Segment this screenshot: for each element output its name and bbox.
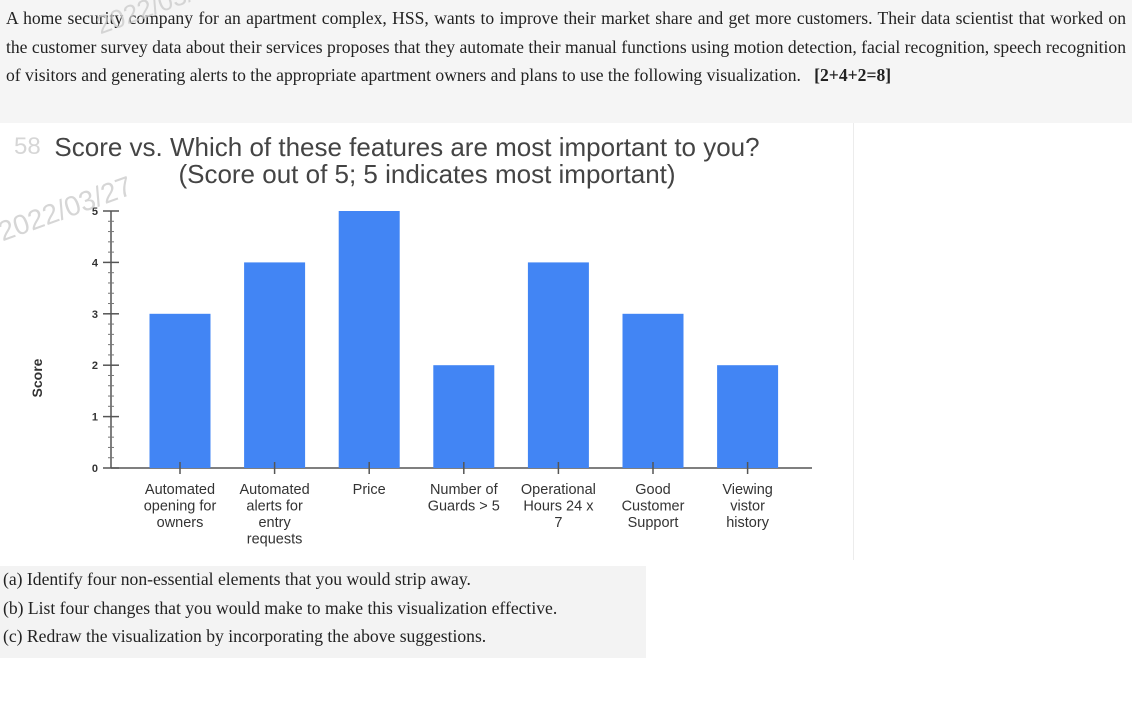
x-tick-label-line: opening for [144, 499, 217, 515]
x-tick-label-line: requests [247, 532, 303, 548]
x-tick-label-line: Good [635, 482, 670, 498]
y-tick-label: 2 [92, 360, 98, 372]
x-tick-label: Number of Guards > 5 [428, 482, 500, 515]
x-tick-label-line: Number of [430, 482, 499, 498]
x-tick-label: Good Customer Support [622, 482, 685, 531]
subquestion-b: (b) List four changes that you would mak… [3, 598, 558, 618]
y-tick-label: 5 [92, 206, 98, 218]
chart-subtitle: (Score out of 5; 5 indicates most import… [178, 159, 675, 189]
question-body: A home security company for an apartment… [6, 8, 1126, 85]
x-tick-label-line: Hours 24 x [523, 499, 594, 515]
x-tick-label-line: Operational [521, 482, 596, 498]
x-tick-label-line: 7 [554, 515, 562, 531]
bar [527, 262, 589, 468]
x-tick-label-line: alerts for [246, 499, 303, 515]
x-tick-label-line: history [726, 515, 769, 531]
y-tick-label: 3 [92, 309, 98, 321]
x-tick-label: Automated opening for owners [144, 482, 217, 531]
x-tick-label-line: vistor [730, 499, 765, 515]
x-tick-label: Automated alerts for entry requests [240, 482, 310, 548]
chart-title: Score vs. Which of these features are mo… [54, 132, 759, 162]
x-tick-label-line: Support [628, 515, 679, 531]
question-text: A home security company for an apartment… [6, 4, 1126, 90]
x-tick-label: Price [353, 482, 386, 498]
y-axis-label: Score [29, 358, 45, 397]
question-block: A home security company for an apartment… [0, 0, 1132, 123]
chart-area: 0 1 2 3 4 5 Automated opening for owners Automate… [0, 123, 854, 560]
y-tick-label: 1 [92, 412, 98, 424]
y-tick-label: 4 [92, 257, 99, 269]
x-tick-label: Viewing vistor history [722, 482, 773, 531]
bar [717, 365, 779, 468]
x-tick-label-line: Price [353, 482, 386, 498]
bar [149, 313, 211, 468]
subquestion-c: (c) Redraw the visualization by incorpor… [3, 626, 487, 646]
bar [338, 211, 400, 468]
bar [244, 262, 306, 468]
bar [622, 313, 684, 468]
x-tick-label-line: Automated [240, 482, 310, 498]
bar [433, 365, 495, 468]
x-tick-label-line: Guards > 5 [428, 499, 500, 515]
x-tick-label-line: owners [157, 515, 204, 531]
x-tick-label-line: Automated [145, 482, 215, 498]
marks-label: [2+4+2=8] [814, 65, 892, 85]
x-tick-label-line: Viewing [722, 482, 773, 498]
subquestion-a: (a) Identify four non-essential elements… [3, 569, 471, 589]
x-tick-label-line: Customer [622, 499, 685, 515]
sub-questions: (a) Identify four non-essential elements… [0, 566, 646, 658]
y-tick-label: 0 [92, 463, 98, 475]
x-tick-label-line: entry [258, 515, 291, 531]
